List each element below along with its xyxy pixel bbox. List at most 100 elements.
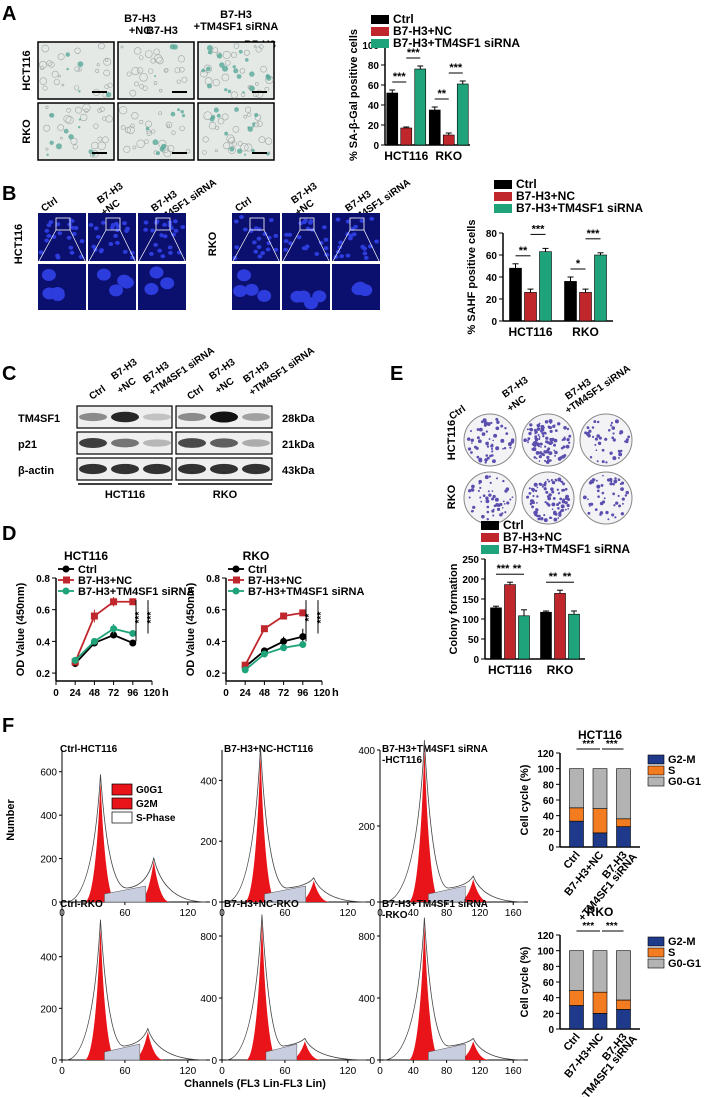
- x-tick-label: 48: [89, 688, 101, 699]
- colony: [511, 496, 514, 499]
- cell: [79, 113, 88, 122]
- cell: [256, 120, 263, 127]
- colony: [611, 436, 615, 440]
- colony: [534, 437, 539, 442]
- zoom-line: [37, 229, 57, 264]
- g0g1-peak: [244, 753, 277, 902]
- blot-band: [242, 413, 270, 421]
- colony: [468, 489, 472, 493]
- sa-gal-positive-cell: [236, 74, 242, 79]
- colony: [546, 478, 549, 481]
- micrograph: [37, 41, 115, 100]
- colony: [492, 514, 495, 517]
- sa-gal-positive-cell: [209, 116, 215, 122]
- colony: [544, 445, 547, 448]
- colony: [538, 422, 541, 425]
- blot-band: [143, 413, 171, 421]
- colony: [609, 453, 612, 456]
- nucleus: [253, 226, 259, 231]
- sa-gal-positive-cell: [243, 153, 247, 156]
- colony: [563, 454, 567, 457]
- data-point: [129, 629, 137, 637]
- y-tick-label: 20: [368, 121, 380, 132]
- colony: [544, 480, 547, 483]
- nucleus-zoom: [237, 269, 252, 282]
- nucleus-zoom: [257, 289, 272, 302]
- nucleus-zoom: [312, 290, 327, 303]
- y-tick-label: 0: [211, 1056, 217, 1067]
- colony: [487, 490, 490, 493]
- cell: [95, 68, 100, 73]
- colony: [627, 435, 631, 439]
- colony: [566, 437, 570, 442]
- condition-label: Ctrl: [87, 383, 108, 402]
- nucleus: [162, 222, 168, 227]
- nucleus: [46, 223, 52, 228]
- bar: [540, 611, 552, 660]
- y-tick-label: 400: [358, 746, 375, 757]
- cell: [46, 60, 53, 67]
- nucleus: [359, 218, 365, 223]
- nucleus: [335, 217, 341, 222]
- sa-gal-positive-cell: [251, 148, 255, 153]
- colony: [549, 422, 552, 424]
- legend-label: B7-H3+TM4SF1 siRNA: [393, 36, 520, 50]
- zoom-line: [119, 229, 137, 264]
- nucleus: [345, 253, 351, 258]
- protein-label: p21: [18, 439, 37, 451]
- cell: [45, 105, 49, 109]
- blot-band: [79, 412, 107, 422]
- colony: [468, 496, 471, 499]
- stacked-segment: [592, 808, 608, 834]
- condition-label: +NC: [129, 25, 151, 37]
- data-point: [110, 598, 118, 606]
- sa-gal-positive-cell: [77, 61, 84, 68]
- y-tick-label: 200: [40, 1004, 57, 1015]
- colony: [486, 445, 490, 448]
- cell: [202, 136, 209, 143]
- cell: [217, 117, 225, 125]
- y-tick-label: 0.6: [36, 606, 50, 617]
- cell: [208, 121, 217, 130]
- colony: [559, 480, 562, 483]
- bar: [568, 613, 580, 660]
- g0g1-peak: [408, 746, 441, 902]
- cell: [41, 44, 50, 53]
- nucleus: [180, 225, 186, 230]
- sa-gal-positive-cell: [145, 126, 150, 131]
- legend-label: Ctrl: [393, 12, 414, 26]
- cell: [134, 47, 142, 55]
- sa-gal-positive-cell: [172, 44, 178, 50]
- colony: [557, 506, 560, 510]
- series-line: [244, 643, 303, 671]
- sa-gal-positive-cell: [216, 53, 223, 59]
- sa-gal-positive-cell: [63, 128, 69, 134]
- legend-swatch: [111, 811, 133, 824]
- cell: [61, 83, 65, 87]
- legend-swatch: [481, 533, 499, 542]
- colony: [509, 446, 512, 449]
- significance-label: ***: [449, 62, 463, 74]
- colony: [471, 484, 475, 489]
- sa-gal-positive-cell: [177, 108, 180, 112]
- significance-label: ***: [146, 612, 157, 624]
- colony: [533, 482, 538, 487]
- colony: [471, 509, 474, 513]
- colony: [620, 512, 625, 516]
- cell: [240, 143, 249, 152]
- y-tick-label: 0: [548, 843, 554, 854]
- scale-bar: [172, 152, 187, 154]
- sa-gal-positive-cell: [249, 71, 255, 77]
- nucleus: [348, 233, 354, 238]
- colony: [504, 426, 507, 430]
- y-axis-title: % SA-β-Gal positive cells: [348, 29, 360, 161]
- x-tick-label: 24: [240, 688, 252, 699]
- s-phase-area: [104, 1043, 141, 1061]
- blot-band: [178, 438, 206, 448]
- cell: [178, 66, 185, 73]
- sa-gal-positive-cell: [78, 118, 81, 121]
- colony: [543, 450, 547, 454]
- colony: [545, 490, 549, 494]
